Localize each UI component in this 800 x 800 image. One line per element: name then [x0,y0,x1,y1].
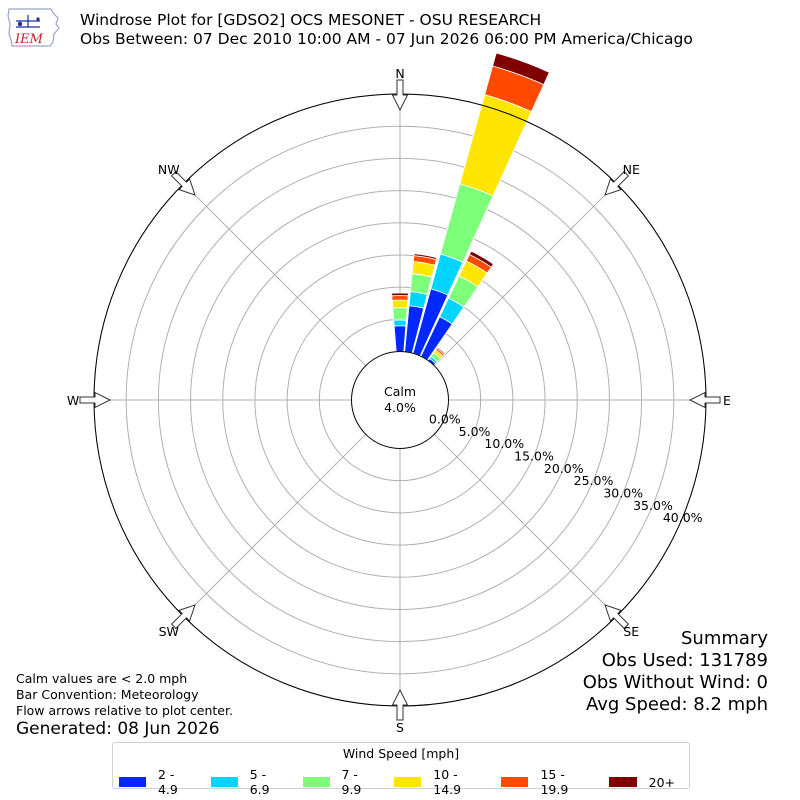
radial-tick-label: 40.0% [663,510,703,525]
flow-arrow-ne [604,170,630,196]
radial-tick-label: 5.0% [459,424,491,439]
legend-swatch [210,777,238,787]
flow-arrow-se [604,604,630,630]
spoke-se [433,433,617,617]
calm-note: Calm values are < 2.0 mph [16,671,188,686]
spoke-ne [433,183,617,367]
legend-swatch [119,777,146,787]
wind-bar-segment [393,319,407,327]
flow-arrow-s [391,688,409,721]
iem-logo: IEM [7,8,60,47]
flow-arrow-n [391,79,409,112]
direction-spokes [94,94,706,706]
legend-label: 15 - 19.9 [540,767,569,797]
direction-label-w: W [67,393,79,408]
radial-tick-label: 30.0% [603,485,643,500]
arrows-note: Flow arrows relative to plot center. [16,703,233,718]
wind-bar-segment [391,295,409,301]
legend-entry: 10 - 14.9 [394,767,487,797]
legend-items: 2 - 4.9 5 - 6.9 7 - 9.9 10 - 14.9 15 - 19.9 2… [119,767,689,797]
wind-bar-segment [391,299,409,309]
legend-entry: 7 - 9.9 [302,767,381,797]
legend-label: 10 - 14.9 [433,767,462,797]
summary-avg-speed: Avg Speed: 8.2 mph [586,694,768,715]
radial-tick-label: 20.0% [544,461,584,476]
legend-label: 2 - 4.9 [157,767,178,797]
direction-labels: N NE E SE S SW W NW [67,66,731,735]
title-line-1: Windrose Plot for [GDSO2] OCS MESONET - … [80,11,542,29]
legend-swatch [501,777,529,787]
direction-label-e: E [723,393,731,408]
radial-tick-label: 35.0% [633,498,673,513]
legend-entry: 5 - 6.9 [210,767,289,797]
radial-tick-labels: 0.0%5.0%10.0%15.0%20.0%25.0%30.0%35.0%40… [429,412,703,526]
wind-bar-segment [436,346,446,356]
summary-title: Summary [681,628,768,649]
flow-arrow-e [688,391,721,409]
summary-block: Summary Obs Used: 131789 Obs Without Win… [583,628,768,716]
wind-bar-segment [413,253,438,261]
legend-entry: 15 - 19.9 [501,767,594,797]
chart-notes: Calm values are < 2.0 mph Bar Convention… [16,671,233,719]
legend-title: Wind Speed [mph] [342,746,460,761]
spoke-sw [183,433,367,617]
legend-entry: 20+ [608,767,676,797]
chart-title: Windrose Plot for [GDSO2] OCS MESONET - … [80,11,693,49]
wind-bars [391,52,550,366]
direction-label-nw: NW [158,162,180,177]
direction-label-se: SE [623,624,639,639]
direction-label-n: N [395,66,404,81]
direction-label-s: S [396,720,404,735]
wind-bar-segment [392,307,408,321]
summary-obs-without-wind: Obs Without Wind: 0 [582,672,768,693]
wind-bar-segment [468,250,495,268]
flow-arrow-sw [170,604,196,630]
legend-entry: 2 - 4.9 [119,767,197,797]
logo-text: IEM [14,32,44,47]
convention-note: Bar Convention: Meteorology [16,687,199,702]
summary-obs-used: Obs Used: 131789 [601,650,768,671]
wind-bar-segment [391,292,409,297]
legend-swatch [302,777,330,787]
legend-label: 7 - 9.9 [341,767,362,797]
radial-tick-label: 15.0% [514,449,554,464]
calm-value: 4.0% [384,400,416,415]
radial-tick-label: 25.0% [574,473,614,488]
direction-label-ne: NE [623,162,640,177]
wind-bar-segment [393,325,407,353]
radial-tick-label: 0.0% [429,412,461,427]
legend-swatch [394,777,422,787]
calm-circle [351,351,449,449]
spoke-nw [183,183,367,367]
legend-swatch [608,777,637,787]
title-line-2: Obs Between: 07 Dec 2010 10:00 AM - 07 J… [80,30,693,48]
calm-label: Calm [384,384,416,399]
legend: Wind Speed [mph] 2 - 4.9 5 - 6.9 7 - 9.9 10… [112,742,690,797]
wind-bar-segment [492,52,550,86]
wind-bar-segment [439,183,494,263]
flow-arrow-nw [170,170,196,196]
legend-label: 20+ [648,774,676,790]
flow-arrow-w [79,391,112,409]
generated-date: Generated: 08 Jun 2026 [16,719,220,739]
legend-label: 5 - 6.9 [249,767,270,797]
flow-arrows [79,79,721,721]
radial-tick-label: 10.0% [484,436,524,451]
direction-label-sw: SW [159,624,179,639]
